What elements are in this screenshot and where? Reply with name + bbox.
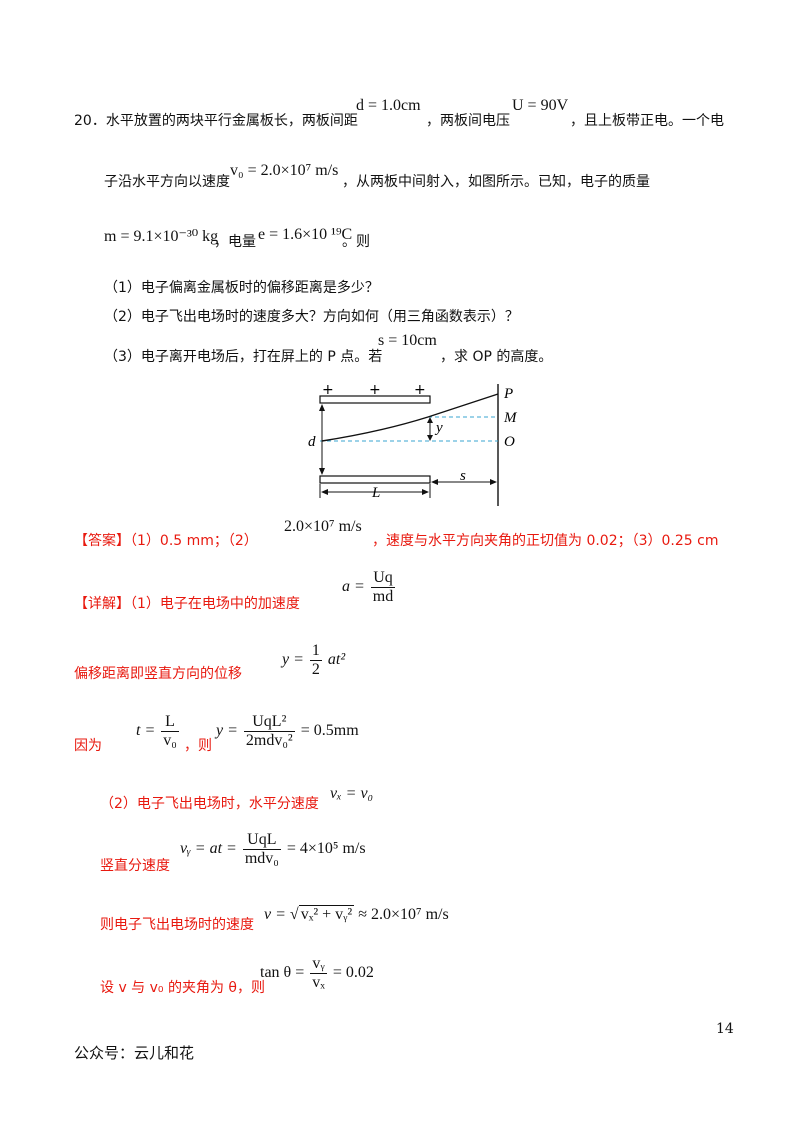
label-y: y <box>434 420 443 436</box>
answer-velocity: 2.0×10⁷ m/s <box>284 518 362 535</box>
voltage-equation: U = 90V <box>512 97 569 114</box>
answer-tag: 【答案】 <box>74 533 130 549</box>
label-M: M <box>503 410 518 426</box>
upper-plate <box>319 395 431 404</box>
question-3: （3）电子离开电场后，打在屏上的 P 点。若 <box>104 349 383 365</box>
screen-distance-equation: s = 10cm <box>378 332 437 349</box>
solution-text: ，则 <box>184 738 212 754</box>
answer-text: （1）0.5 mm；（2） <box>130 533 258 549</box>
label-d: d <box>308 434 316 450</box>
deflection-diagram: + + + P M O y d L s <box>308 382 518 506</box>
plus-sign: + <box>369 382 381 398</box>
label-P: P <box>503 386 513 402</box>
problem-text: ，两板间电压 <box>426 113 510 129</box>
answer-text: ，速度与水平方向夹角的正切值为 0.02；（3）0.25 cm <box>372 533 719 549</box>
horizontal-velocity-formula: vₓ = v₀ <box>330 785 374 802</box>
distance-equation: d = 1.0cm <box>356 97 421 114</box>
label-O: O <box>504 434 515 450</box>
solution-text: 因为 <box>74 738 102 754</box>
arrow-head <box>319 404 325 411</box>
answer-line: 【答案】（1）0.5 mm；（2） <box>74 530 258 550</box>
problem-text: 子沿水平方向以速度 <box>104 174 230 190</box>
solution-text: （2）电子飞出电场时，水平分速度 <box>100 796 319 812</box>
problem-number: 20． <box>74 113 106 129</box>
velocity-equation: v₀ = 2.0×10⁷ m/s <box>230 162 339 179</box>
arrow-head <box>427 417 433 423</box>
footer-text: 公众号：云儿和花 <box>74 1044 195 1062</box>
arrow-head <box>319 468 325 475</box>
acceleration-formula: a = Uq md <box>342 569 396 605</box>
problem-text: ，电量 <box>214 234 256 250</box>
offset-result-formula: y = UqL² 2mdv₀² = 0.5mm <box>216 713 359 749</box>
electron-trajectory <box>321 393 499 442</box>
solution-text: 偏移距离即竖直方向的位移 <box>74 666 242 682</box>
problem-text: 。则 <box>342 234 370 250</box>
question-1: （1）电子偏离金属板时的偏移距离是多少？ <box>104 280 379 296</box>
angle-formula: tan θ = vᵧ vₓ = 0.02 <box>260 955 374 991</box>
solution-text: （1）电子在电场中的加速度 <box>130 596 300 612</box>
lower-plate <box>319 475 431 484</box>
arrow-head <box>427 435 433 441</box>
label-s: s <box>460 468 466 484</box>
problem-text: ，求 OP 的高度。 <box>440 349 553 365</box>
problem-text: ，从两板中间射入，如图所示。已知，电子的质量 <box>342 174 650 190</box>
mass-equation: m = 9.1×10⁻³⁰ kg <box>104 228 219 245</box>
vertical-velocity-formula: vᵧ = at = UqL mdv₀ = 4×10⁵ m/s <box>180 831 366 867</box>
solution-text: 竖直分速度 <box>100 858 170 874</box>
question-2: （2）电子飞出电场时的速度多大？方向如何（用三角函数表示）？ <box>104 309 519 325</box>
solution-text: 设 v 与 v₀ 的夹角为 θ，则 <box>100 980 265 996</box>
problem-text: 水平放置的两块平行金属板长，两板间距 <box>105 113 358 129</box>
charge-equation: e = 1.6×10 ¹⁹C <box>258 226 353 243</box>
solution-text: 则电子飞出电场时的速度 <box>100 917 254 933</box>
label-L: L <box>371 485 380 501</box>
solution-tag: 【详解】 <box>74 596 130 612</box>
plus-sign: + <box>322 382 334 398</box>
solution-line-1: 【详解】（1）电子在电场中的加速度 <box>74 593 300 613</box>
speed-formula: v = √ vₓ² + vᵧ² ≈ 2.0×10⁷ m/s <box>264 905 449 923</box>
page-number: 14 <box>716 1021 734 1037</box>
plus-sign: + <box>414 382 426 398</box>
problem-line-1: 20．水平放置的两块平行金属板长，两板间距 <box>74 110 358 130</box>
problem-text: ，且上板带正电。一个电 <box>570 113 724 129</box>
